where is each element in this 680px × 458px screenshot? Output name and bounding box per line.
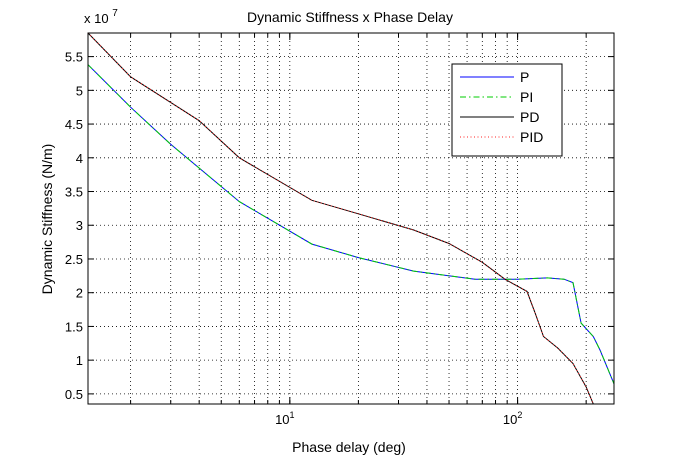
- series-line-pid: [88, 33, 594, 404]
- y-tick-label: 4: [76, 151, 83, 166]
- x-tick-label: 102: [503, 410, 522, 427]
- y-tick-label: 3.5: [65, 185, 83, 200]
- x-tick-label: 101: [275, 410, 294, 427]
- y-tick-label: 2: [76, 286, 83, 301]
- x-tick-base: 10: [275, 412, 289, 427]
- y-multiplier-base: x 10: [84, 11, 109, 26]
- y-multiplier-label: x 10 7: [84, 8, 118, 26]
- y-tick-label: 2.5: [65, 252, 83, 267]
- axes-box: [87, 32, 615, 405]
- legend-box: [451, 63, 563, 157]
- chart-title: Dynamic Stiffness x Phase Delay: [247, 9, 453, 25]
- y-tick-label: 0.5: [65, 387, 83, 402]
- legend-label-p: P: [520, 69, 529, 85]
- legend-label-pd: PD: [520, 109, 539, 125]
- y-multiplier-exponent: 7: [112, 8, 118, 19]
- x-tick-exponent: 2: [517, 410, 522, 420]
- series-line-pi: [88, 64, 614, 384]
- y-axis-label: Dynamic Stiffness (N/m): [39, 144, 55, 295]
- y-tick-label: 4.5: [65, 117, 83, 132]
- x-tick-base: 10: [503, 412, 517, 427]
- legend-label-pid: PID: [520, 129, 543, 145]
- legend: P PI PD PID: [451, 63, 563, 157]
- series-group: [88, 33, 614, 404]
- y-tick-label: 5.5: [65, 50, 83, 65]
- x-axis-label: Phase delay (deg): [292, 439, 406, 455]
- y-tick-label: 3: [76, 218, 83, 233]
- y-tick-label: 1: [76, 353, 83, 368]
- y-tick-label: 1.5: [65, 319, 83, 334]
- legend-label-pi: PI: [520, 89, 533, 105]
- x-tick-exponent: 1: [290, 410, 295, 420]
- y-tick-label: 5: [76, 83, 83, 98]
